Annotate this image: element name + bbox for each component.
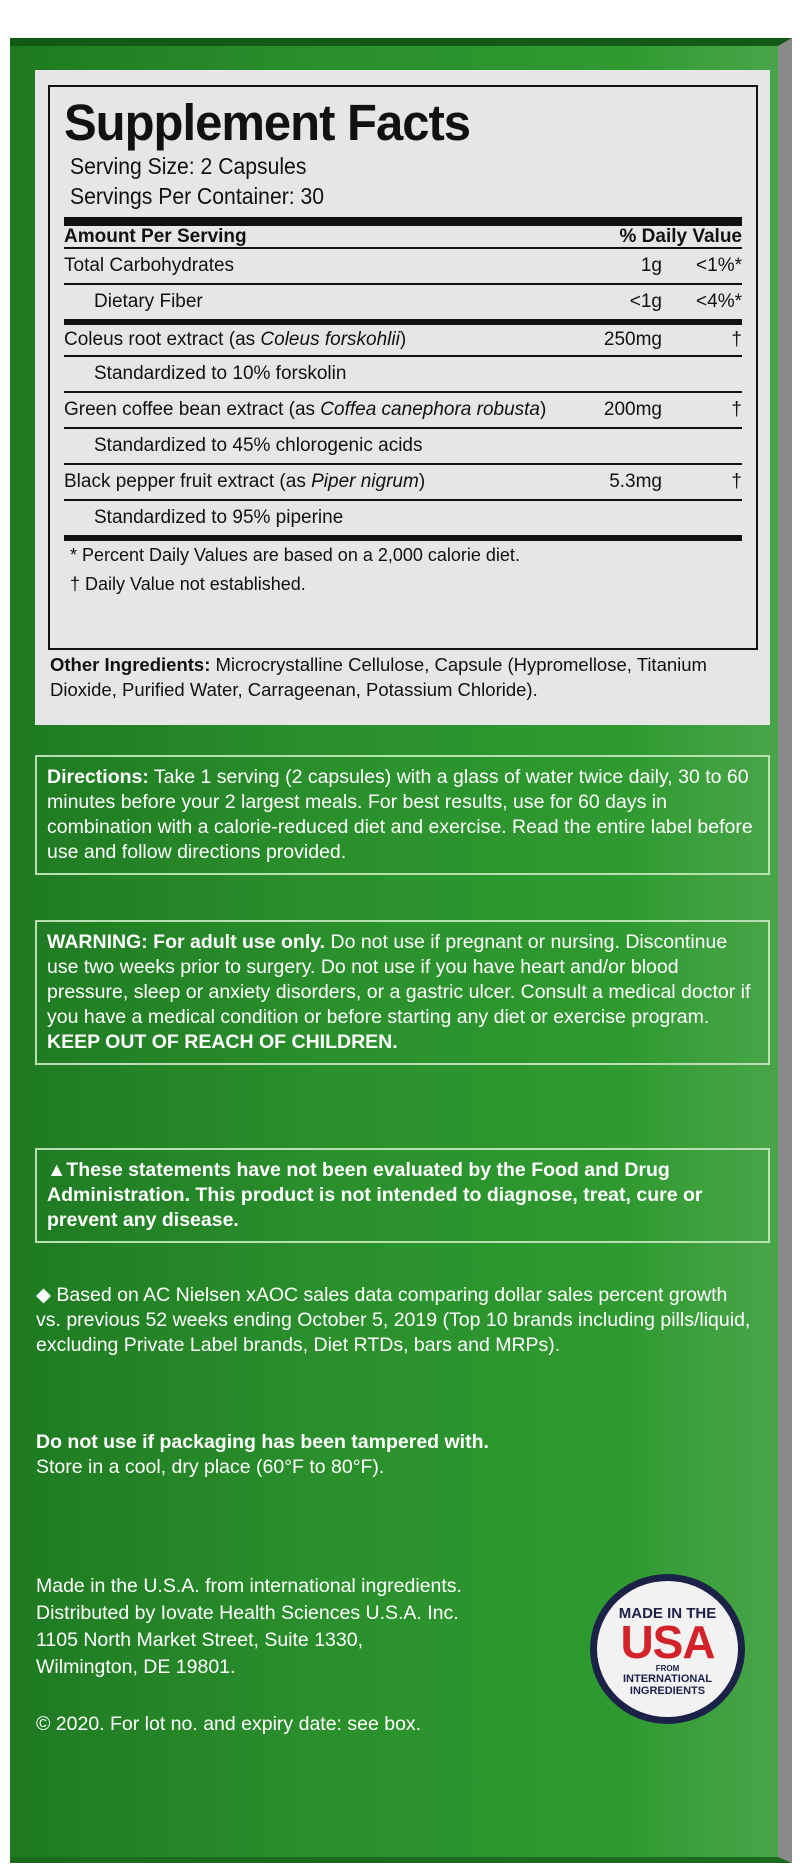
table-row: Standardized to 95% piperine xyxy=(64,499,742,535)
tamper-warning: Do not use if packaging has been tampere… xyxy=(36,1431,489,1453)
directions-box: Directions: Take 1 serving (2 capsules) … xyxy=(35,755,770,875)
footnote-dagger: † Daily Value not established. xyxy=(70,574,306,594)
nielsen-note: ◆ Based on AC Nielsen xAOC sales data co… xyxy=(36,1284,751,1356)
serving-size: Serving Size: 2 Capsules xyxy=(70,153,307,179)
table-row: Dietary Fiber <1g <4%* xyxy=(64,283,742,319)
table-row: Green coffee bean extract (as Coffea can… xyxy=(64,391,742,427)
table-row: Black pepper fruit extract (as Piper nig… xyxy=(64,463,742,499)
table-row: Total Carbohydrates 1g <1%* xyxy=(64,247,742,283)
table-row: Standardized to 10% forskolin xyxy=(64,355,742,391)
copyright: © 2020. For lot no. and expiry date: see… xyxy=(36,1713,422,1735)
fda-disclaimer: ▲These statements have not been evaluate… xyxy=(35,1148,770,1243)
other-ingredients: Other Ingredients: Microcrystalline Cell… xyxy=(50,654,707,700)
facts-title: Supplement Facts xyxy=(64,94,471,152)
table-row: Standardized to 45% chlorogenic acids xyxy=(64,427,742,463)
made-in-usa-badge: MADE IN THE USA FROM INTERNATIONAL INGREDIE… xyxy=(590,1574,745,1724)
facts-panel xyxy=(35,70,770,725)
table-header: Amount Per Serving% Daily Value xyxy=(64,217,742,247)
supplement-facts-table: Supplement Facts Serving Size: 2 Capsule… xyxy=(48,85,758,650)
warning-box: WARNING: For adult use only. Do not use … xyxy=(35,920,770,1065)
servings-per-container: Servings Per Container: 30 xyxy=(70,183,325,209)
footnote-dv: * Percent Daily Values are based on a 2,… xyxy=(70,545,520,565)
storage-note: Store in a cool, dry place (60°F to 80°F… xyxy=(36,1456,385,1478)
manufacturer-info: Made in the U.S.A. from international in… xyxy=(36,1575,462,1678)
table-row: Coleus root extract (as Coleus forskohli… xyxy=(64,319,742,355)
